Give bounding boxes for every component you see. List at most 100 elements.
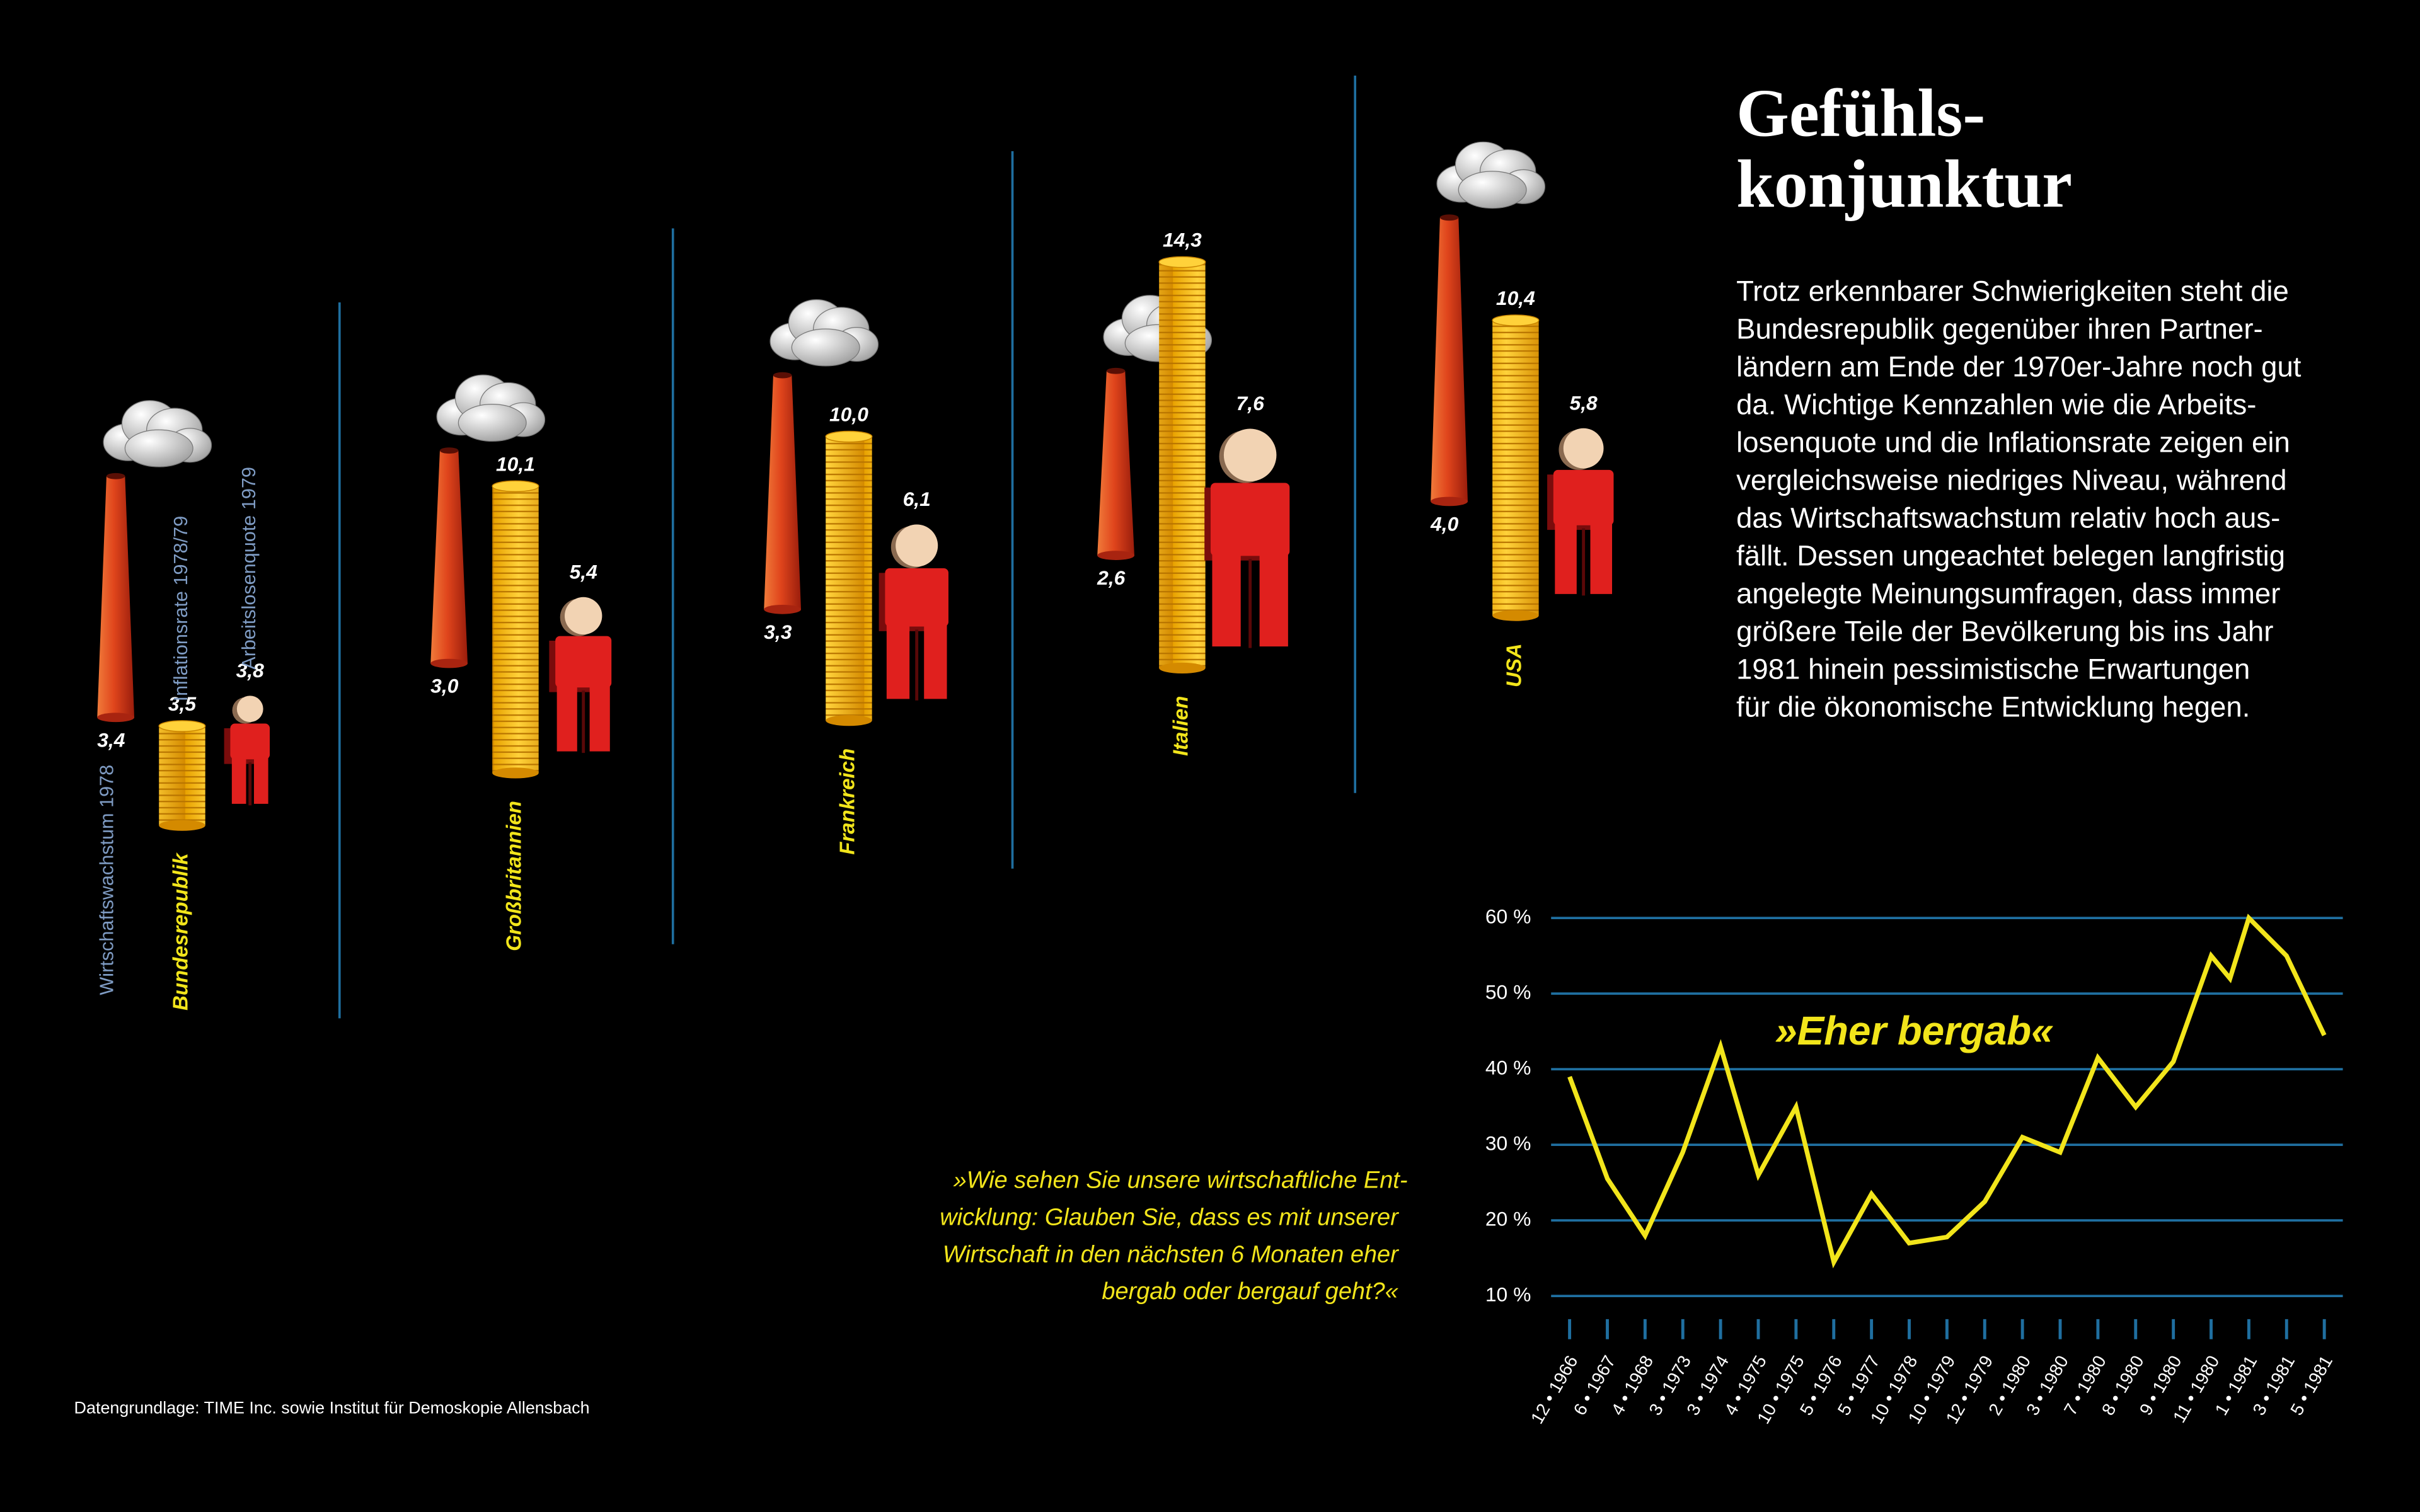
- coin-bottom: [1492, 610, 1539, 621]
- value-label: 10,4: [1496, 287, 1535, 309]
- person-body: [230, 723, 270, 760]
- coin-bottom: [1159, 662, 1206, 673]
- body-line: losenquote und die Inflationsrate zeigen…: [1736, 427, 2290, 459]
- person: [224, 696, 270, 806]
- cloud-puff: [1458, 171, 1527, 209]
- person: [1547, 428, 1614, 596]
- body-line: fällt. Dessen ungeachtet belegen langfri…: [1736, 540, 2285, 572]
- country-label: Großbritannien: [503, 801, 526, 951]
- body-line: Trotz erkennbarer Schwierigkeiten steht …: [1736, 275, 2289, 307]
- chimney-base: [430, 658, 468, 668]
- chimney-top: [1106, 367, 1126, 374]
- country-label: USA: [1503, 643, 1526, 687]
- cloud-puff: [124, 429, 193, 467]
- value-label: 3,3: [764, 621, 792, 643]
- smoke-cloud: [1436, 141, 1546, 209]
- person-head: [236, 696, 263, 723]
- body-line: größere Teile der Bevölkerung bis ins Ja…: [1736, 616, 2273, 648]
- chimney-base: [1097, 551, 1134, 560]
- coin-bottom: [492, 767, 539, 779]
- person-head: [896, 524, 938, 567]
- data-line: [1567, 914, 2327, 1269]
- coin-stack: [1492, 320, 1539, 616]
- person-leg: [231, 757, 246, 804]
- chimney-top: [1439, 214, 1459, 221]
- value-label: 4,0: [1430, 512, 1459, 535]
- coin-stack: [492, 486, 539, 773]
- question-line: »Wie sehen Sie unsere wirtschaftliche En…: [954, 1167, 1408, 1194]
- chimney-top: [106, 472, 125, 479]
- title-line: konjunktur: [1736, 147, 2072, 222]
- question-line: wicklung: Glauben Sie, dass es mit unser…: [940, 1204, 1399, 1230]
- body-line: vergleichsweise niedriges Niveau, währen…: [1736, 464, 2286, 496]
- chimney: [1097, 370, 1134, 556]
- country-label: Frankreich: [836, 748, 860, 855]
- smoke-cloud: [436, 374, 546, 442]
- chimney-base: [97, 713, 135, 723]
- value-label: 10,0: [829, 403, 868, 426]
- question-line: bergab oder bergauf geht?«: [1102, 1278, 1398, 1305]
- value-label: 5,4: [570, 560, 598, 583]
- person-body: [1211, 483, 1290, 556]
- body-line: Bundesrepublik gegenüber ihren Partner-: [1736, 313, 2263, 345]
- value-label: 7,6: [1236, 392, 1265, 415]
- body-line: da. Wichtige Kennzahlen wie die Arbeits-: [1736, 389, 2256, 421]
- series-name: Wirtschaftswachstum 1978: [96, 765, 118, 995]
- person: [1204, 428, 1290, 648]
- coin-top: [1158, 256, 1206, 268]
- person: [879, 524, 948, 701]
- person-body: [885, 568, 948, 627]
- person-leg: [886, 625, 910, 699]
- person-leg: [1259, 554, 1288, 647]
- coin-stack: [826, 437, 872, 721]
- value-label: 14,3: [1163, 229, 1202, 251]
- value-label: 3,4: [97, 728, 125, 751]
- chimney-base: [1431, 496, 1468, 507]
- body-line: ländern am Ende der 1970er-Jahre noch gu…: [1736, 351, 2302, 383]
- person-head: [1223, 428, 1277, 482]
- y-tick-label: 50 %: [1485, 981, 1531, 1004]
- chimney: [764, 375, 802, 610]
- smoke-cloud: [769, 299, 879, 367]
- value-label: 6,1: [903, 488, 931, 510]
- person-head: [565, 597, 602, 635]
- person-body: [555, 636, 612, 688]
- dividers: [338, 76, 1357, 1019]
- person-head: [1563, 428, 1604, 469]
- person-leg: [1555, 524, 1577, 594]
- coin-top: [825, 430, 873, 443]
- smoke-cloud: [103, 400, 212, 467]
- y-tick-label: 10 %: [1485, 1283, 1531, 1306]
- value-label: 3,0: [430, 675, 459, 697]
- person-leg: [1590, 524, 1613, 594]
- series-name: Arbeitslosenquote 1979: [238, 467, 260, 670]
- person-leg-gap: [582, 690, 585, 753]
- value-label: 5,8: [1570, 391, 1598, 414]
- y-tick-label: 40 %: [1485, 1057, 1531, 1079]
- person-leg-gap: [915, 629, 919, 701]
- person: [549, 597, 612, 753]
- y-tick-label: 60 %: [1485, 905, 1531, 928]
- coin-top: [158, 720, 206, 732]
- coin-stack: [159, 726, 205, 826]
- body-line: das Wirtschaftswachstum relativ hoch aus…: [1736, 502, 2280, 534]
- country-label: Italien: [1170, 696, 1193, 756]
- chimney-top: [439, 447, 459, 454]
- person-body: [1553, 469, 1614, 525]
- value-label: 3,5: [168, 692, 197, 715]
- coin-stack: [1159, 262, 1206, 668]
- chimney: [97, 476, 135, 718]
- person-leg: [589, 685, 610, 752]
- person-leg: [253, 757, 268, 804]
- title-line: Gefühls-: [1736, 76, 1985, 151]
- person-leg-gap: [248, 762, 252, 806]
- person-leg: [1212, 554, 1241, 647]
- coin-top: [492, 480, 539, 493]
- annotation: »Eher bergab«: [1775, 1009, 2053, 1053]
- person-leg: [556, 685, 577, 752]
- coin-bottom: [826, 715, 872, 726]
- country-label: Bundesrepublik: [170, 852, 193, 1011]
- chimney-top: [773, 372, 792, 379]
